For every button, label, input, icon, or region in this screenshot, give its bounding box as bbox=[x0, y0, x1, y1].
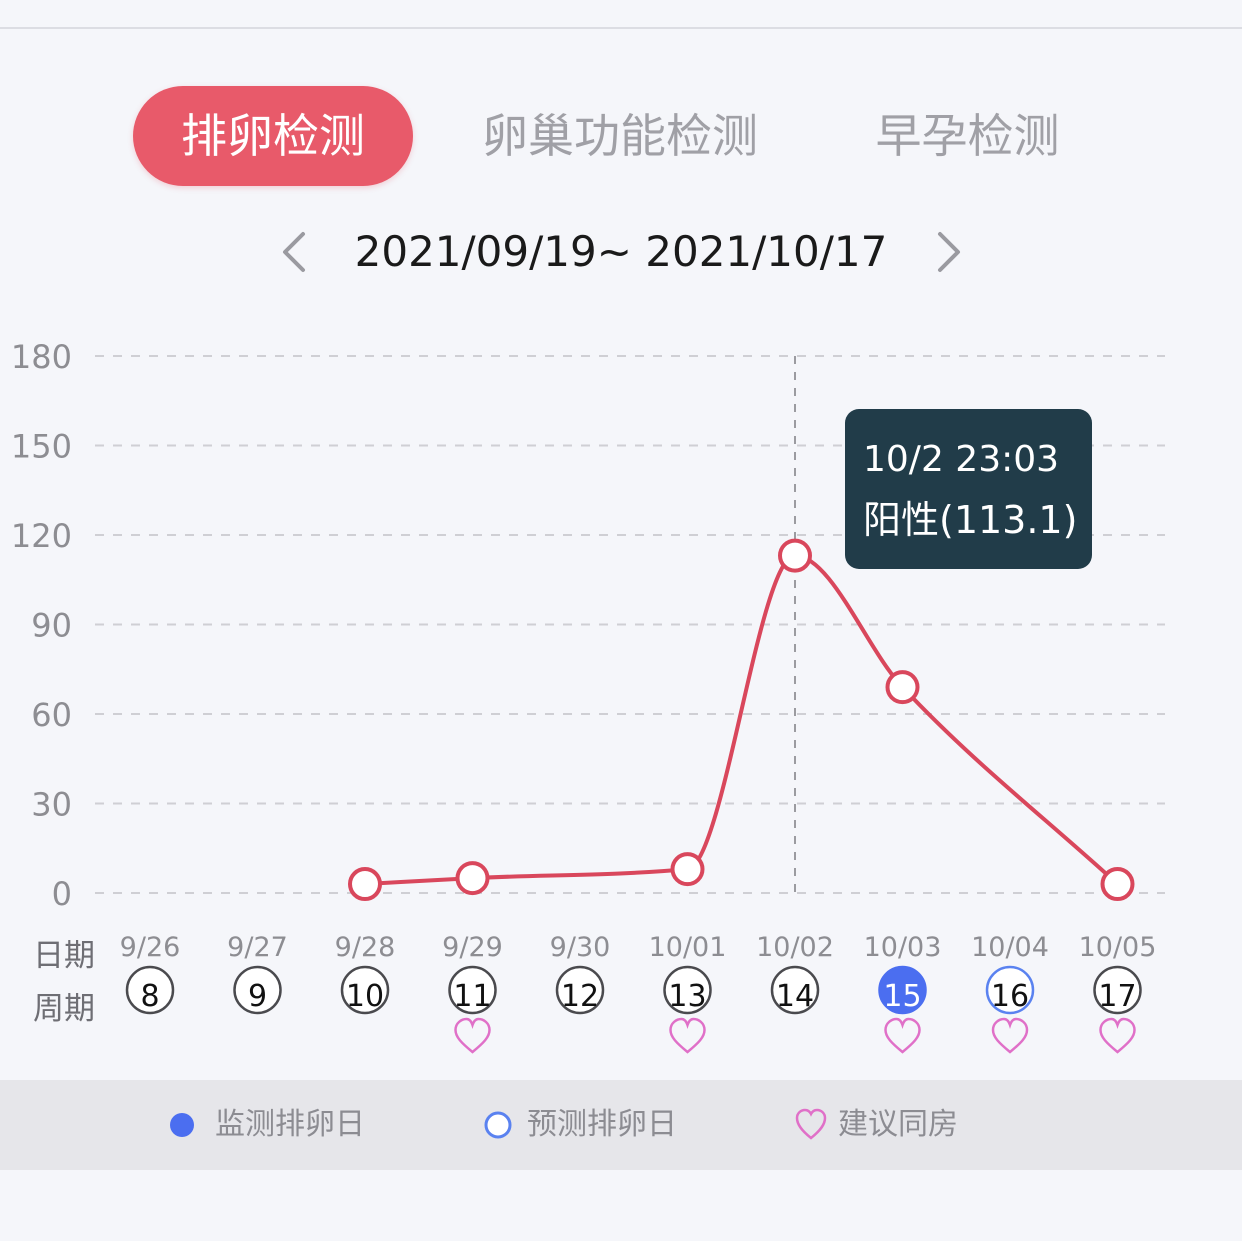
data-point bbox=[670, 852, 705, 887]
cycle-day-circle bbox=[233, 965, 282, 1015]
x-tick-label: 9/29 bbox=[442, 932, 503, 963]
hollow-blue-ring-icon bbox=[484, 1111, 512, 1139]
cycle-day-number: 9 bbox=[248, 979, 267, 1014]
cycle-day-number: 17 bbox=[1098, 979, 1136, 1014]
cycle-day-circle bbox=[985, 965, 1035, 1015]
cycle-day-circle bbox=[555, 965, 605, 1015]
cycle-day-circle bbox=[878, 965, 927, 1015]
tooltip-box bbox=[845, 409, 1092, 569]
tab-ovarian-function-test[interactable]: 卵巢功能检测 bbox=[482, 109, 758, 163]
data-point bbox=[455, 861, 490, 896]
y-tick-label: 60 bbox=[31, 696, 72, 734]
cycle-day-circle bbox=[125, 965, 175, 1015]
y-tick-label: 180 bbox=[11, 338, 72, 376]
chevron-left-icon bbox=[283, 232, 305, 272]
next-range-button[interactable] bbox=[928, 222, 968, 282]
tooltip-time: 10/2 23:03 bbox=[863, 439, 1059, 480]
cycle-day-number: 14 bbox=[776, 979, 814, 1014]
cycle-day-circle bbox=[340, 965, 390, 1015]
tooltip: 10/2 23:03 阳性(113.1) bbox=[845, 409, 1092, 569]
cycle-day-number: 10 bbox=[346, 979, 384, 1014]
chevron-right-icon bbox=[938, 232, 960, 272]
data-point bbox=[885, 670, 920, 705]
filled-blue-dot-icon bbox=[170, 1113, 194, 1137]
y-tick-label: 30 bbox=[31, 786, 72, 824]
cycle-day-number: 11 bbox=[453, 979, 491, 1014]
pink-heart-icon bbox=[795, 1108, 827, 1140]
legend-bar: 监测排卵日 预测排卵日 建议同房 bbox=[0, 1080, 1242, 1170]
data-point bbox=[348, 867, 382, 902]
cycle-day-number: 15 bbox=[883, 979, 921, 1014]
data-point bbox=[1100, 867, 1135, 902]
heart-icon bbox=[669, 1017, 706, 1054]
y-tick-label: 90 bbox=[31, 607, 72, 645]
x-tick-label: 10/05 bbox=[1079, 932, 1157, 963]
cycle-day-circle bbox=[663, 965, 712, 1015]
heart-icon bbox=[884, 1017, 921, 1054]
x-tick-label: 9/30 bbox=[550, 932, 611, 963]
legend-label: 建议同房 bbox=[838, 1107, 958, 1142]
prev-range-button[interactable] bbox=[275, 222, 315, 282]
tooltip-result: 阳性(113.1) bbox=[863, 498, 1077, 542]
heart-icon bbox=[991, 1017, 1029, 1054]
tab-ovulation-test[interactable]: 排卵检测 bbox=[133, 86, 413, 186]
x-tick-label: 9/28 bbox=[335, 932, 396, 963]
cycle-day-circle bbox=[770, 965, 820, 1015]
y-tick-label: 150 bbox=[11, 428, 72, 466]
top-divider bbox=[0, 27, 1242, 29]
cycle-day-number: 12 bbox=[561, 979, 599, 1014]
x-tick-label: 9/27 bbox=[227, 932, 288, 963]
tab-early-pregnancy-test[interactable]: 早孕检测 bbox=[875, 109, 1060, 163]
x-tick-label: 10/04 bbox=[971, 932, 1049, 963]
legend-label: 预测排卵日 bbox=[527, 1107, 677, 1142]
heart-icon bbox=[454, 1017, 491, 1054]
y-tick-label: 0 bbox=[52, 875, 72, 913]
cycle-row-label: 周期 bbox=[33, 991, 95, 1027]
cycle-day-number: 8 bbox=[140, 979, 159, 1014]
data-point bbox=[778, 538, 812, 573]
date-range-label: 2021/09/19~ 2021/10/17 bbox=[354, 227, 888, 276]
cycle-day-number: 16 bbox=[991, 979, 1029, 1014]
x-tick-label: 9/26 bbox=[120, 932, 181, 963]
heart-icon bbox=[1099, 1017, 1136, 1054]
date-row-label: 日期 bbox=[33, 938, 95, 974]
cycle-day-number: 13 bbox=[668, 979, 706, 1014]
test-type-tabs: 排卵检测 卵巢功能检测 早孕检测 bbox=[0, 86, 1242, 186]
cycle-day-circle bbox=[1093, 965, 1142, 1015]
y-tick-label: 120 bbox=[11, 517, 72, 555]
x-tick-label: 10/03 bbox=[864, 932, 942, 963]
legend-label: 监测排卵日 bbox=[215, 1107, 365, 1142]
cycle-day-circle bbox=[448, 965, 497, 1015]
x-tick-label: 10/02 bbox=[756, 932, 834, 963]
series-line bbox=[364, 553, 1119, 887]
x-tick-label: 10/01 bbox=[649, 932, 727, 963]
